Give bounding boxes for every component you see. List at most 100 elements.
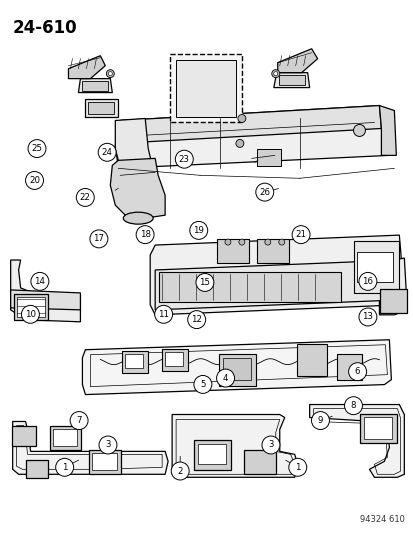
Text: 18: 18 — [139, 230, 150, 239]
Polygon shape — [378, 258, 406, 315]
Text: 7: 7 — [76, 416, 82, 425]
Circle shape — [76, 189, 94, 206]
Circle shape — [255, 183, 273, 201]
Text: 94324 610: 94324 610 — [360, 515, 404, 524]
Ellipse shape — [123, 212, 153, 224]
Polygon shape — [118, 106, 380, 143]
Text: 20: 20 — [29, 176, 40, 185]
Text: 19: 19 — [193, 226, 204, 235]
Circle shape — [98, 143, 116, 161]
Circle shape — [264, 239, 270, 245]
Text: 1: 1 — [294, 463, 300, 472]
FancyBboxPatch shape — [380, 289, 406, 313]
Polygon shape — [378, 106, 395, 156]
FancyBboxPatch shape — [52, 430, 77, 447]
Circle shape — [224, 239, 230, 245]
Circle shape — [311, 411, 329, 430]
FancyBboxPatch shape — [336, 354, 362, 379]
Polygon shape — [110, 158, 165, 218]
Polygon shape — [68, 56, 105, 79]
FancyBboxPatch shape — [14, 294, 47, 320]
Text: 3: 3 — [105, 440, 110, 449]
FancyBboxPatch shape — [256, 239, 288, 263]
FancyBboxPatch shape — [218, 354, 255, 385]
Circle shape — [261, 436, 279, 454]
Circle shape — [358, 272, 376, 290]
FancyBboxPatch shape — [50, 426, 81, 450]
Text: 1: 1 — [62, 463, 67, 472]
Circle shape — [136, 225, 154, 244]
FancyBboxPatch shape — [88, 102, 114, 114]
Text: 24: 24 — [102, 148, 112, 157]
Circle shape — [273, 71, 277, 76]
Circle shape — [31, 272, 49, 290]
Circle shape — [171, 462, 189, 480]
Circle shape — [271, 70, 279, 78]
Text: 13: 13 — [361, 312, 373, 321]
Text: 15: 15 — [199, 278, 210, 287]
Polygon shape — [155, 260, 399, 310]
Circle shape — [26, 172, 43, 189]
Polygon shape — [273, 72, 309, 87]
Text: 6: 6 — [354, 367, 359, 376]
Text: 17: 17 — [93, 235, 104, 244]
FancyBboxPatch shape — [17, 297, 45, 317]
Circle shape — [99, 436, 116, 454]
Text: 4: 4 — [222, 374, 228, 383]
Text: 25: 25 — [31, 144, 43, 153]
Circle shape — [189, 221, 207, 239]
FancyBboxPatch shape — [194, 440, 230, 470]
FancyBboxPatch shape — [243, 450, 275, 474]
FancyBboxPatch shape — [223, 358, 250, 379]
Text: 2: 2 — [177, 466, 183, 475]
FancyBboxPatch shape — [159, 272, 340, 302]
Circle shape — [235, 140, 243, 148]
FancyBboxPatch shape — [125, 354, 143, 368]
FancyBboxPatch shape — [165, 352, 183, 366]
Circle shape — [193, 375, 211, 393]
FancyBboxPatch shape — [360, 414, 396, 443]
Text: 5: 5 — [199, 380, 205, 389]
Text: 22: 22 — [80, 193, 90, 202]
FancyBboxPatch shape — [353, 241, 399, 293]
Polygon shape — [115, 118, 152, 168]
Circle shape — [216, 369, 234, 387]
Text: 11: 11 — [158, 310, 169, 319]
Text: 21: 21 — [295, 230, 306, 239]
Polygon shape — [11, 260, 80, 322]
Polygon shape — [78, 79, 112, 93]
Circle shape — [21, 305, 39, 324]
Polygon shape — [115, 106, 394, 168]
Circle shape — [175, 150, 193, 168]
Text: 26: 26 — [259, 188, 270, 197]
Circle shape — [278, 239, 284, 245]
FancyBboxPatch shape — [162, 349, 188, 370]
Polygon shape — [309, 405, 404, 477]
Polygon shape — [277, 49, 317, 72]
Polygon shape — [13, 422, 168, 474]
Circle shape — [106, 70, 114, 78]
Circle shape — [288, 458, 306, 477]
Circle shape — [108, 71, 112, 76]
FancyBboxPatch shape — [296, 344, 326, 376]
FancyBboxPatch shape — [197, 445, 225, 464]
Text: 8: 8 — [350, 401, 355, 410]
Circle shape — [238, 239, 244, 245]
Text: 10: 10 — [25, 310, 36, 319]
FancyBboxPatch shape — [216, 239, 248, 263]
FancyBboxPatch shape — [357, 252, 392, 282]
Text: 14: 14 — [34, 277, 45, 286]
Circle shape — [353, 125, 365, 136]
Text: 9: 9 — [317, 416, 323, 425]
FancyBboxPatch shape — [122, 351, 148, 373]
Text: 3: 3 — [268, 440, 273, 449]
Circle shape — [358, 308, 376, 326]
FancyBboxPatch shape — [256, 149, 280, 166]
Circle shape — [70, 411, 88, 430]
Text: 16: 16 — [361, 277, 373, 286]
Polygon shape — [11, 290, 80, 310]
Circle shape — [237, 115, 245, 123]
FancyBboxPatch shape — [176, 60, 235, 117]
FancyBboxPatch shape — [92, 454, 117, 470]
Circle shape — [55, 458, 74, 477]
